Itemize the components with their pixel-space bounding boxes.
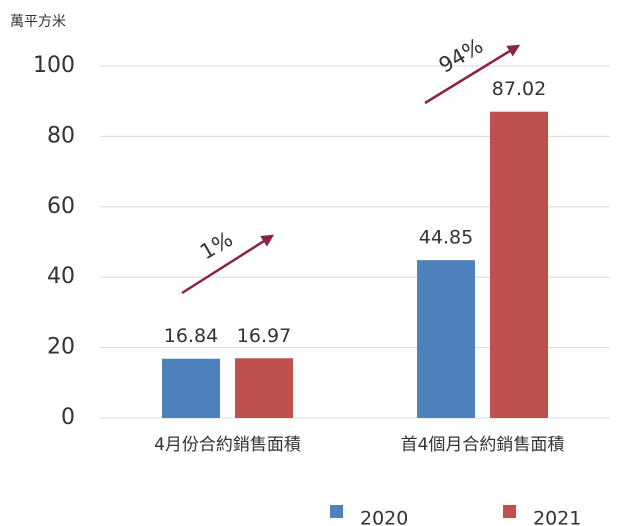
bar — [490, 111, 548, 418]
legend-label: 2021 — [533, 508, 581, 526]
x-tick-label: 首4個月合約銷售面積 — [401, 435, 565, 455]
y-tick-label: 100 — [33, 53, 75, 78]
y-tick-label: 20 — [47, 335, 75, 360]
legend-swatch — [503, 505, 516, 518]
bar — [417, 260, 475, 418]
x-tick-label: 4月份合約銷售面積 — [154, 435, 301, 455]
bar — [162, 358, 220, 418]
data-label: 16.84 — [164, 325, 218, 347]
legend-swatch — [330, 505, 343, 518]
bar — [235, 358, 293, 418]
y-tick-label: 40 — [47, 264, 75, 289]
annotation-text: 1% — [196, 227, 237, 264]
data-label: 87.02 — [492, 78, 546, 100]
annotation-arrow — [424, 44, 521, 105]
y-tick-label: 80 — [47, 123, 75, 148]
y-tick-label: 0 — [61, 405, 75, 430]
data-label: 16.97 — [237, 325, 291, 347]
legend-label: 2020 — [360, 508, 408, 526]
annotation-arrow — [181, 234, 275, 295]
y-axis-label: 萬平方米 — [10, 14, 66, 30]
data-label: 44.85 — [419, 227, 473, 249]
y-tick-label: 60 — [47, 194, 75, 219]
